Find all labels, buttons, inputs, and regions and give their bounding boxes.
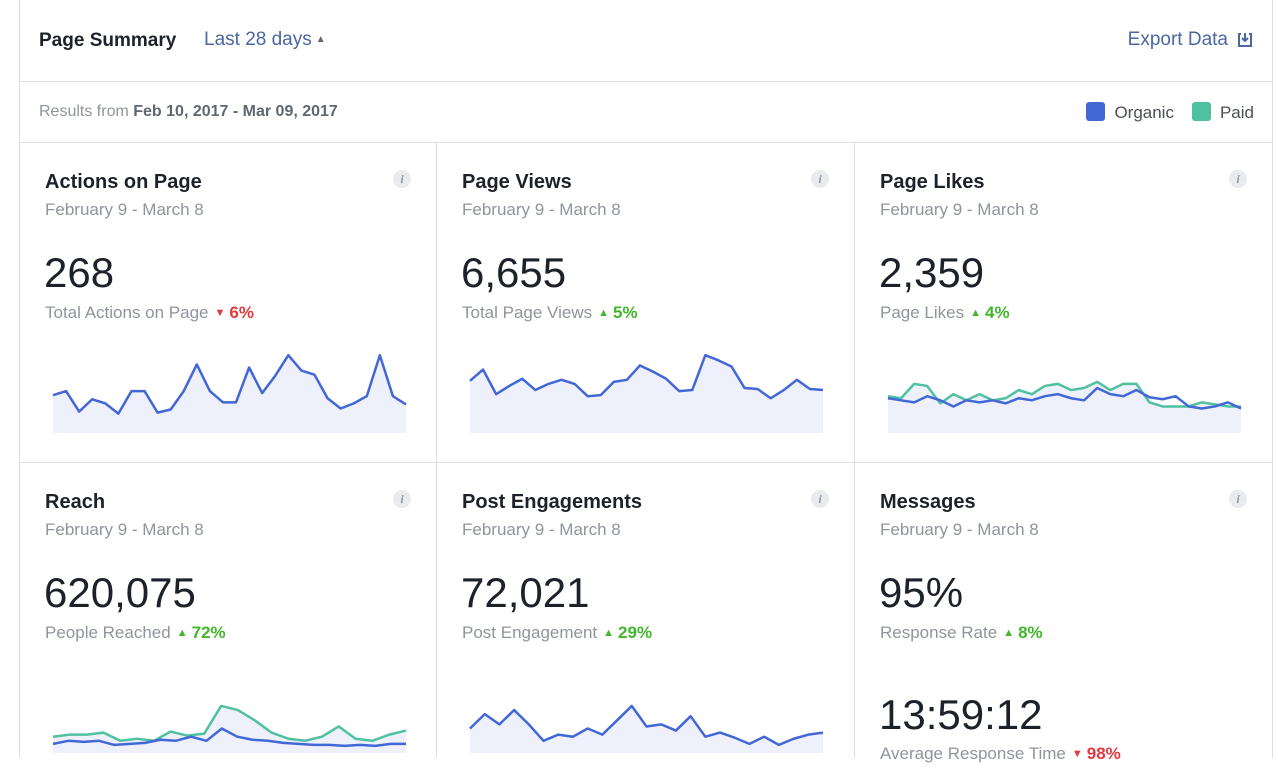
metric-caption: Average Response Time [880,744,1066,763]
organic-line [887,386,1242,410]
card-title: Page Views [462,171,572,193]
metric-value: 2,359 [879,249,985,296]
card-date: February 9 - March 8 [45,520,204,539]
change-percent: 8% [1018,623,1043,642]
change-percent: 5% [613,303,638,322]
sparkline [469,704,824,753]
metric-caption: People Reached [45,623,171,642]
date-range-label: Last 28 days [204,29,312,50]
sparkline-area [53,355,406,433]
export-data-button[interactable]: Export Data [1128,29,1254,51]
organic-swatch [1086,102,1106,121]
change-percent: 6% [229,303,254,322]
organic-line [469,353,824,400]
sparkline [52,353,407,433]
info-icon[interactable]: i [393,170,411,188]
metric-value: 268 [44,249,115,296]
card-title: Post Engagements [462,491,643,513]
metric-caption: Total Page Views [462,303,593,322]
card-title: Page Likes [880,171,985,193]
sort-arrows-icon: ▲︎ [315,34,326,45]
results-bar: Results from Feb 10, 2017 - Mar 09, 2017… [20,82,1272,143]
legend-organic: Organic [1086,102,1174,123]
legend-paid: Paid [1191,102,1254,123]
metric-value: 6,655 [461,249,567,296]
arrow-up-icon: ▲ [598,307,609,319]
results-prefix: Results from [39,103,129,120]
arrow-up-icon: ▲ [603,627,615,639]
page-summary-panel: Page Summary Last 28 days ▲︎ Export Data … [19,0,1273,763]
download-icon [1238,33,1252,47]
card-title: Reach [45,491,106,513]
sparkline-area [53,705,406,753]
metric-label: Post Engagement ▲ 29% [462,623,652,643]
metric-label: Response Rate ▲ 8% [880,623,1043,643]
change-percent: 98% [1086,744,1121,763]
arrow-down-icon: ▼ [214,307,226,319]
sparkline-area [888,381,1241,433]
metric-card[interactable]: Post Engagements February 9 - March 8 i … [437,463,855,758]
metric-label: Total Page Views ▲ 5% [462,303,638,323]
change-percent: 72% [191,623,226,642]
paid-line [52,704,407,743]
info-icon[interactable]: i [811,170,829,188]
metric-label: Total Actions on Page ▼ 6% [45,303,254,323]
metric-label: Average Response Time ▼ 98% [880,744,1121,764]
legend-label: Organic [1114,103,1174,122]
arrow-down-icon: ▼ [1071,748,1083,760]
card-title: Actions on Page [45,171,202,193]
export-label: Export Data [1127,29,1228,50]
arrow-up-icon: ▲ [1003,627,1015,639]
organic-line [52,727,406,748]
info-icon[interactable]: i [811,490,829,508]
metric-label: People Reached ▲ 72% [45,623,226,643]
sparkline [887,380,1242,433]
metric-caption: Page Likes [880,303,965,322]
sparkline [52,704,407,753]
metric-card[interactable]: Actions on Page February 9 - March 8 i 2… [20,143,437,463]
metric-card[interactable]: Messages February 9 - March 8 i 95% Respo… [855,463,1272,783]
organic-line [52,353,407,415]
organic-line [469,704,824,747]
sparkline [469,353,824,433]
card-title: Messages [880,491,976,513]
arrow-up-icon: ▲ [176,627,188,639]
change-percent: 4% [985,303,1010,322]
card-date: February 9 - March 8 [45,200,204,219]
metric-value: 72,021 [461,569,590,616]
info-icon[interactable]: i [1229,490,1247,508]
sparkline-area [470,705,823,753]
card-date: February 9 - March 8 [880,520,1039,539]
metric-card[interactable]: Reach February 9 - March 8 i 620,075 Peop… [20,463,437,758]
change-percent: 29% [618,623,653,642]
arrow-up-icon: ▲ [970,307,982,319]
metric-value-2: 13:59:12 [879,691,1043,738]
metric-card[interactable]: Page Views February 9 - March 8 i 6,655 T… [437,143,855,463]
metric-caption: Total Actions on Page [45,303,209,322]
metric-caption: Post Engagement [462,623,598,642]
date-range-selector[interactable]: Last 28 days ▲︎ [204,29,326,51]
paid-line [887,380,1241,408]
metric-caption: Response Rate [880,623,998,642]
metrics-grid: Actions on Page February 9 - March 8 i 2… [20,143,1272,783]
sparkline-area [470,355,823,433]
header: Page Summary Last 28 days ▲︎ Export Data [20,0,1272,82]
card-date: February 9 - March 8 [462,520,621,539]
legend-label: Paid [1219,103,1254,122]
metric-label: Page Likes ▲ 4% [880,303,1010,323]
info-icon[interactable]: i [393,490,411,508]
results-range: Results from Feb 10, 2017 - Mar 09, 2017 [39,103,338,121]
card-date: February 9 - March 8 [462,200,621,219]
page-title: Page Summary [39,30,177,51]
info-icon[interactable]: i [1229,170,1247,188]
paid-swatch [1191,102,1211,121]
metric-value: 95% [879,569,964,616]
card-date: February 9 - March 8 [880,200,1039,219]
metric-value: 620,075 [44,569,196,616]
results-dates: Feb 10, 2017 - Mar 09, 2017 [133,103,338,120]
legend: Organic Paid [1086,102,1254,123]
metric-card[interactable]: Page Likes February 9 - March 8 i 2,359 P… [855,143,1272,463]
